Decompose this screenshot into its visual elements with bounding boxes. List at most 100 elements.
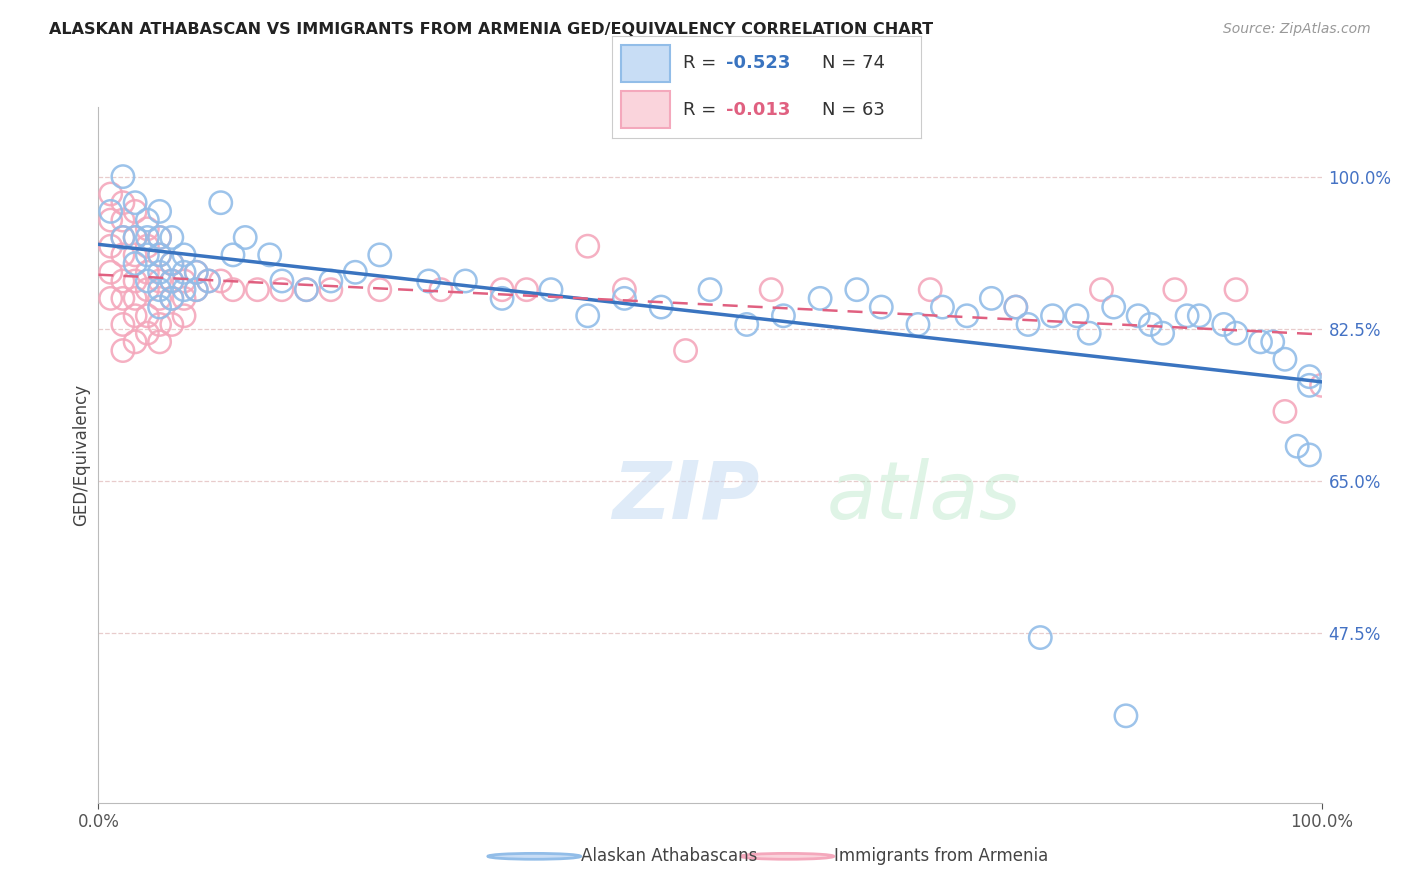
Point [111, 343, 134, 358]
Point [368, 248, 391, 262]
Point [1298, 378, 1320, 392]
Point [222, 283, 245, 297]
Point [270, 274, 294, 288]
Text: -0.523: -0.523 [725, 54, 790, 72]
Text: -0.013: -0.013 [725, 101, 790, 119]
Point [149, 318, 172, 332]
Point [270, 283, 294, 297]
Point [920, 283, 942, 297]
Point [160, 230, 183, 244]
Point [1298, 448, 1320, 462]
Point [160, 274, 183, 288]
Point [761, 283, 783, 297]
Point [772, 309, 794, 323]
Point [491, 283, 513, 297]
Point [149, 283, 172, 297]
Circle shape [741, 854, 834, 859]
Point [259, 248, 281, 262]
Point [124, 195, 146, 210]
Point [173, 309, 195, 323]
Point [907, 318, 929, 332]
Point [160, 291, 183, 305]
Point [160, 318, 183, 332]
Point [124, 230, 146, 244]
Point [111, 291, 134, 305]
Point [136, 274, 159, 288]
Point [136, 283, 159, 297]
Text: Source: ZipAtlas.com: Source: ZipAtlas.com [1223, 22, 1371, 37]
Point [149, 248, 172, 262]
Point [160, 257, 183, 271]
Point [1128, 309, 1150, 323]
Text: R =: R = [683, 101, 721, 119]
Point [808, 291, 831, 305]
Point [149, 274, 172, 288]
Point [173, 283, 195, 297]
Point [1102, 300, 1125, 314]
Point [136, 239, 159, 253]
Point [160, 257, 183, 271]
Text: atlas: atlas [827, 458, 1021, 536]
Circle shape [488, 854, 581, 859]
Point [136, 213, 159, 227]
Point [295, 283, 318, 297]
Point [111, 230, 134, 244]
Point [136, 230, 159, 244]
Text: R =: R = [683, 54, 721, 72]
Point [576, 309, 599, 323]
Point [186, 265, 208, 279]
Point [1139, 318, 1161, 332]
Point [540, 283, 562, 297]
Point [100, 187, 122, 202]
Point [1225, 326, 1247, 341]
Point [1115, 708, 1137, 723]
Text: ALASKAN ATHABASCAN VS IMMIGRANTS FROM ARMENIA GED/EQUIVALENCY CORRELATION CHART: ALASKAN ATHABASCAN VS IMMIGRANTS FROM AR… [49, 22, 934, 37]
Point [319, 283, 342, 297]
Point [1017, 318, 1039, 332]
Point [186, 265, 208, 279]
Point [149, 204, 172, 219]
Text: Alaskan Athabascans: Alaskan Athabascans [581, 847, 756, 865]
Point [124, 257, 146, 271]
Point [344, 265, 367, 279]
Point [1175, 309, 1198, 323]
Point [124, 291, 146, 305]
Point [149, 230, 172, 244]
Point [149, 248, 172, 262]
Point [111, 230, 134, 244]
Text: N = 74: N = 74 [823, 54, 884, 72]
Point [1261, 334, 1284, 349]
Point [1249, 334, 1271, 349]
Point [1286, 439, 1309, 453]
Point [246, 283, 269, 297]
Point [1004, 300, 1026, 314]
Point [173, 265, 195, 279]
Point [1090, 283, 1112, 297]
Point [111, 318, 134, 332]
Point [1066, 309, 1088, 323]
Point [454, 274, 477, 288]
Point [222, 248, 245, 262]
Point [124, 230, 146, 244]
Point [111, 274, 134, 288]
Point [699, 283, 721, 297]
Point [136, 326, 159, 341]
Point [1164, 283, 1187, 297]
Text: ZIP: ZIP [612, 458, 759, 536]
Point [613, 291, 636, 305]
Point [1212, 318, 1234, 332]
Point [209, 195, 232, 210]
Point [136, 309, 159, 323]
Y-axis label: GED/Equivalency: GED/Equivalency [72, 384, 90, 526]
Point [295, 283, 318, 297]
Point [319, 274, 342, 288]
Point [1274, 404, 1296, 418]
Point [149, 300, 172, 314]
Point [124, 248, 146, 262]
Point [870, 300, 893, 314]
Point [1152, 326, 1174, 341]
Point [418, 274, 440, 288]
Point [1004, 300, 1026, 314]
Point [149, 334, 172, 349]
Point [124, 309, 146, 323]
